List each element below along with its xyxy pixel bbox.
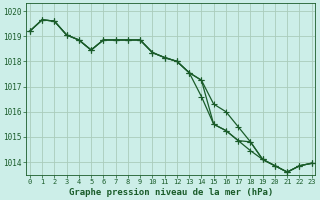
X-axis label: Graphe pression niveau de la mer (hPa): Graphe pression niveau de la mer (hPa) xyxy=(69,188,273,197)
